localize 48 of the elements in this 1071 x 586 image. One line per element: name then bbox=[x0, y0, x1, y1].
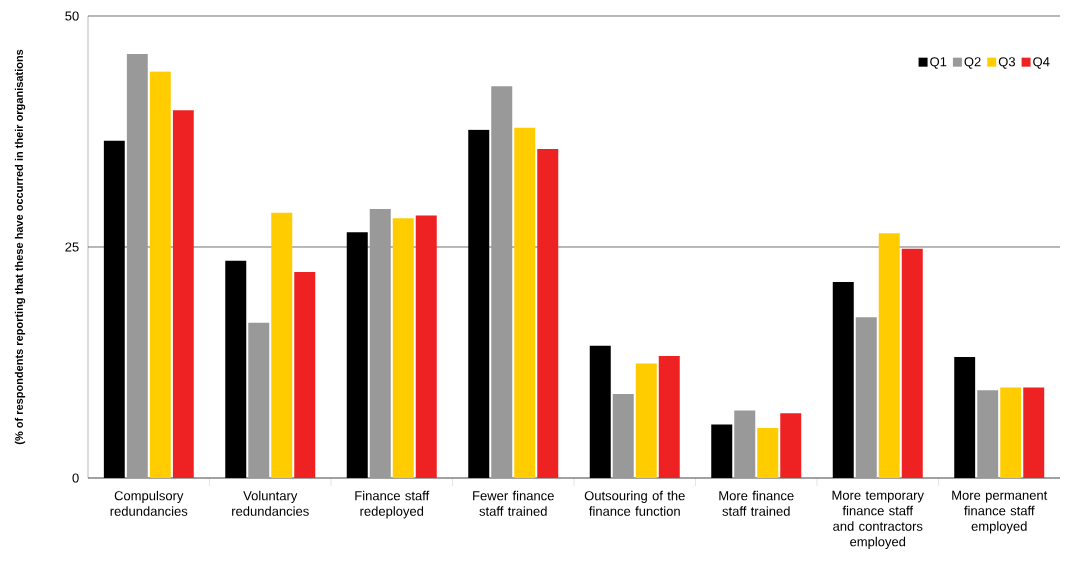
bar bbox=[248, 322, 270, 478]
bar bbox=[468, 129, 490, 478]
bar bbox=[514, 127, 536, 478]
bar bbox=[832, 282, 854, 478]
bar bbox=[734, 410, 756, 478]
bar bbox=[172, 110, 194, 478]
y-tick-label: 0 bbox=[72, 473, 79, 483]
bar bbox=[369, 209, 391, 478]
bar bbox=[103, 140, 125, 478]
bar bbox=[612, 393, 634, 478]
bar bbox=[780, 413, 802, 478]
bar bbox=[271, 212, 293, 478]
x-tick-label: Finance staff redeployed bbox=[355, 490, 430, 519]
bar bbox=[757, 428, 779, 478]
bar bbox=[954, 356, 976, 478]
x-tick-label: More finance staff trained bbox=[719, 490, 794, 516]
legend-label: Q2 bbox=[964, 57, 981, 69]
x-tick-label: Outsouring of the finance function bbox=[584, 490, 685, 516]
bar bbox=[1000, 387, 1022, 478]
bar bbox=[711, 424, 733, 478]
bar bbox=[225, 260, 247, 478]
bar bbox=[977, 390, 999, 478]
x-tick-label: Compulsory redundancies bbox=[110, 490, 188, 516]
bar bbox=[149, 71, 171, 478]
x-tick-label: Voluntary redundancies bbox=[232, 490, 309, 516]
bar bbox=[294, 271, 316, 478]
bar bbox=[126, 53, 148, 478]
bar bbox=[415, 215, 437, 478]
bar bbox=[589, 345, 611, 478]
x-tick-label: Fewer finance staff trained bbox=[473, 490, 554, 516]
bar bbox=[491, 86, 513, 478]
bar bbox=[635, 363, 657, 478]
bar bbox=[537, 149, 559, 478]
x-tick-label: More permanent finance staff employed bbox=[952, 490, 1048, 534]
bar bbox=[1023, 387, 1045, 478]
y-axis-title: (% of respondents reporting that these have occurred in their organisations bbox=[14, 49, 26, 445]
bar bbox=[346, 232, 368, 478]
legend-label: Q4 bbox=[1033, 57, 1050, 69]
bar bbox=[658, 356, 680, 478]
bar bbox=[855, 317, 877, 478]
bar bbox=[392, 218, 414, 478]
legend-label: Q3 bbox=[998, 57, 1016, 69]
bar bbox=[901, 248, 923, 478]
bar bbox=[878, 233, 900, 478]
y-tick-label: 25 bbox=[65, 242, 79, 252]
y-tick-label: 50 bbox=[65, 11, 79, 21]
legend-label: Q1 bbox=[930, 57, 947, 69]
x-tick-label: More temporary finance staff and contractors employed bbox=[832, 490, 924, 549]
